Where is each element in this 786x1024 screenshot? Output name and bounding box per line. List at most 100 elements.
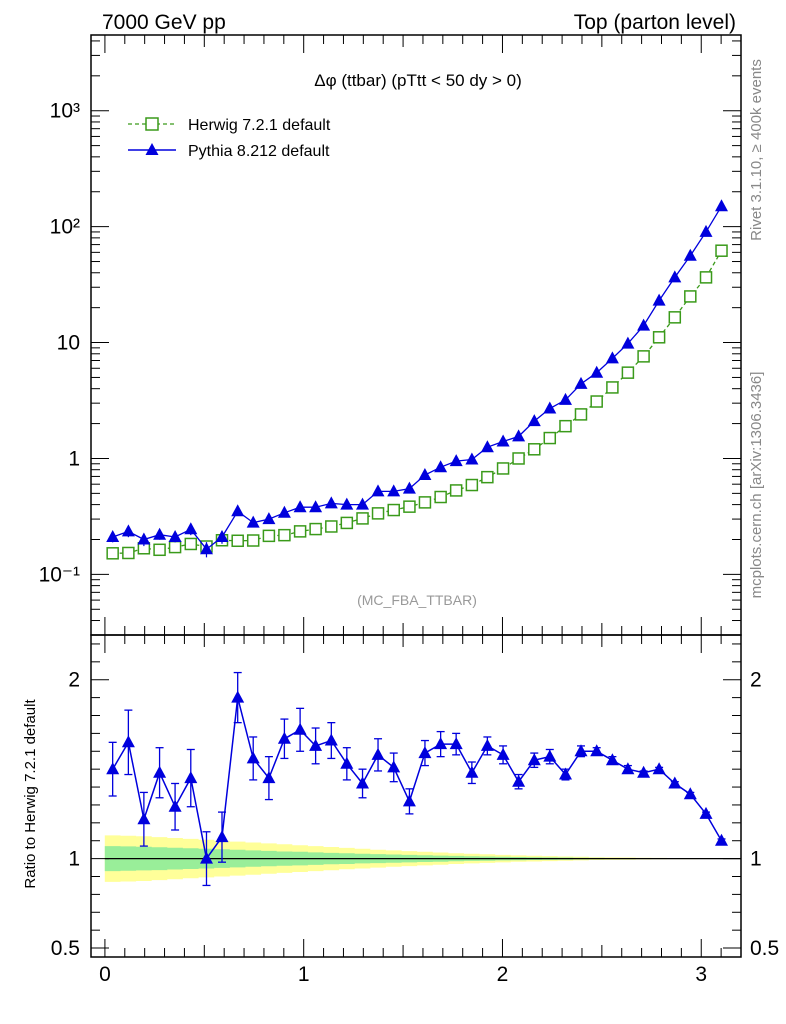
main-y-tick-label: 1 [68, 447, 80, 470]
herwig-point [512, 452, 525, 465]
herwig-point [340, 516, 354, 530]
ratio-point [215, 830, 229, 843]
herwig-point [559, 419, 572, 433]
pythia-point [559, 392, 572, 405]
herwig-point [309, 522, 322, 536]
pythia-point [168, 530, 182, 542]
pythia-point [106, 530, 120, 542]
herwig-point [168, 540, 182, 554]
herwig-point [371, 507, 385, 520]
pythia-point [465, 452, 479, 465]
ratio-ylabel: Ratio to Herwig 7.2.1 default [22, 699, 39, 889]
herwig-point [574, 408, 588, 421]
ratio-point [527, 753, 541, 766]
pythia-point [356, 497, 369, 510]
series-line-1 [112, 205, 723, 551]
pythia-point [340, 497, 354, 510]
main-axis-ticks: 10⁻¹ 1 10 10² 10³ [39, 35, 741, 636]
pythia-point [699, 224, 713, 237]
ratio-point [590, 744, 604, 757]
ratio-point [574, 744, 588, 757]
ratio-point [683, 787, 697, 800]
main-series-layer [106, 199, 728, 560]
pythia-point [137, 532, 151, 545]
herwig-point [418, 496, 432, 509]
ratio-series-line [112, 697, 723, 861]
pythia-point [434, 460, 448, 473]
header-right: Top (parton level) [574, 11, 736, 34]
ratio-point [340, 756, 354, 769]
herwig-point [153, 543, 166, 557]
herwig-point [465, 478, 479, 492]
herwig-point [122, 546, 135, 560]
herwig-point [606, 381, 619, 394]
herwig-point [528, 443, 541, 456]
ratio-point [637, 765, 651, 778]
x-tick-label: 2 [497, 963, 509, 986]
main-y-tick-label: 10² [50, 216, 80, 239]
pythia-point [293, 500, 307, 513]
ratio-point [184, 771, 198, 784]
pythia-point [527, 414, 541, 427]
ratio-point [387, 760, 401, 773]
pythia-point [309, 500, 323, 513]
ratio-point [449, 737, 463, 750]
pythia-point [683, 248, 697, 261]
herwig-point [387, 503, 400, 517]
ratio-point [200, 851, 213, 864]
analysis-watermark: (MC_FBA_TTBAR) [357, 592, 477, 608]
pythia-point [590, 365, 604, 378]
pythia-point [418, 468, 432, 480]
pythia-point [246, 515, 260, 528]
ratio-point [402, 794, 416, 807]
ratio-point [262, 771, 276, 784]
ratio-point [231, 690, 245, 703]
herwig-point [699, 271, 713, 284]
ratio-point [277, 731, 291, 744]
herwig-point [262, 529, 276, 543]
ratio-y-tick-label: 0.5 [51, 937, 80, 960]
pythia-point [402, 481, 416, 494]
herwig-point [481, 470, 494, 484]
pythia-point [371, 484, 385, 497]
ratio-y-tick-label: 1 [68, 848, 80, 871]
pythia-point [200, 542, 213, 555]
pythia-point [324, 496, 338, 509]
herwig-point [231, 534, 244, 548]
main-y-tick-label: 10 [57, 332, 80, 355]
ratio-point [371, 747, 385, 760]
pythia-point [153, 527, 167, 540]
herwig-point [403, 500, 416, 513]
ratio-point [543, 749, 557, 762]
herwig-point [652, 331, 666, 344]
ratio-plot-frame [90, 634, 742, 958]
ratio-point [465, 765, 479, 778]
herwig-point [637, 350, 650, 363]
pythia-point [574, 376, 588, 389]
herwig-point [621, 366, 635, 379]
pythia-point [512, 429, 526, 442]
pythia-point [184, 522, 198, 535]
ratio-point [418, 746, 432, 759]
pythia-point [652, 293, 666, 306]
header-left: 7000 GeV pp [102, 11, 226, 34]
pythia-point [637, 318, 651, 331]
ratio-point [324, 733, 338, 746]
herwig-point [715, 244, 728, 257]
ratio-point [496, 747, 510, 760]
herwig-point [356, 512, 369, 525]
herwig-point [684, 290, 697, 303]
ratio-point [153, 765, 167, 778]
ratio-point [605, 753, 619, 766]
pythia-point [121, 524, 135, 537]
ratio-point [668, 776, 682, 789]
herwig-point [184, 537, 198, 551]
ratio-point [293, 722, 307, 735]
pythia-point [387, 484, 401, 497]
herwig-point [278, 528, 291, 542]
ratio-point [106, 762, 120, 775]
chart-title: Δφ (ttbar) (pTtt < 50 dy > 0) [314, 71, 522, 90]
legend-pythia-marker [145, 143, 159, 155]
ratio-point [168, 799, 182, 812]
